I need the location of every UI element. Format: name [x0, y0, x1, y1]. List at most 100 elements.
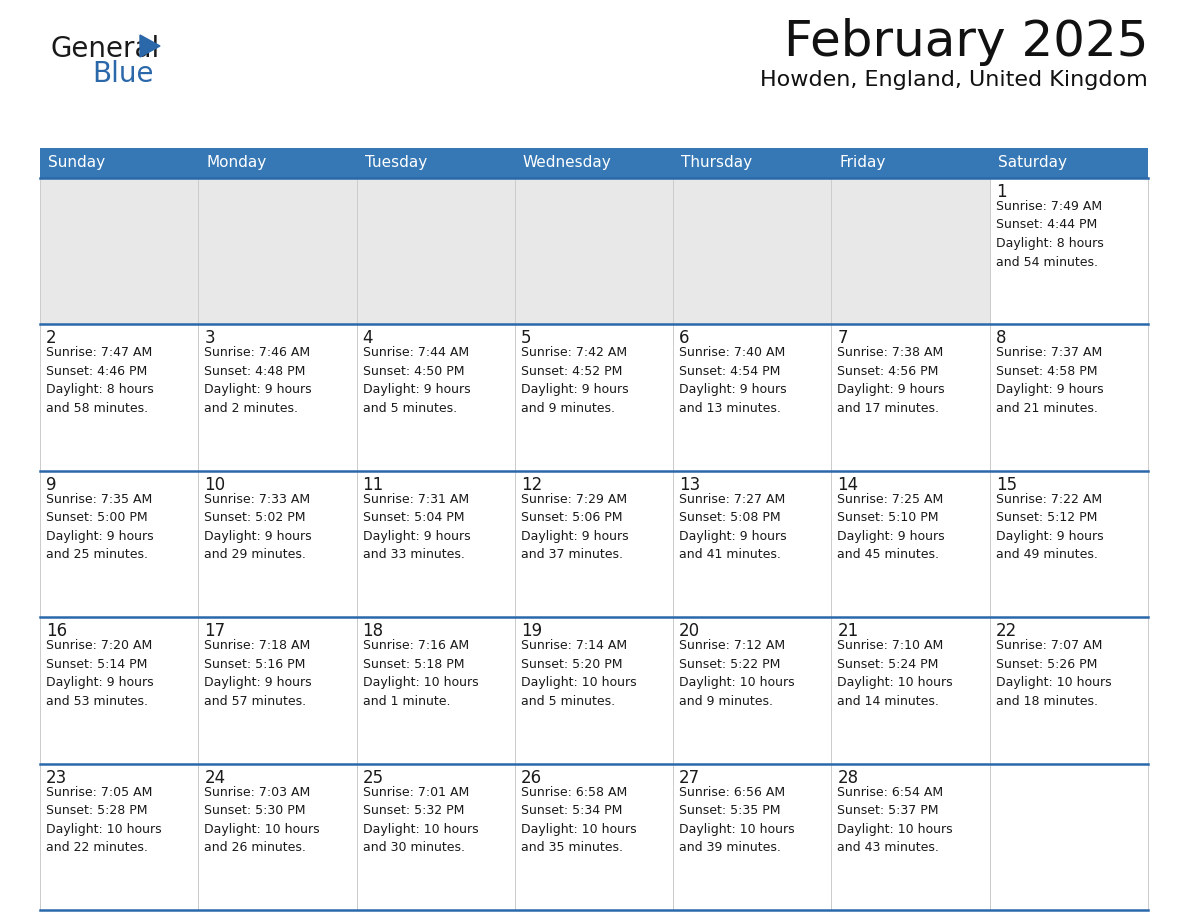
- Bar: [514, 324, 674, 471]
- Text: 1: 1: [996, 183, 1006, 201]
- Bar: [198, 178, 356, 324]
- Text: 11: 11: [362, 476, 384, 494]
- Text: Sunrise: 7:07 AM
Sunset: 5:26 PM
Daylight: 10 hours
and 18 minutes.: Sunrise: 7:07 AM Sunset: 5:26 PM Dayligh…: [996, 639, 1111, 708]
- Text: Sunrise: 7:20 AM
Sunset: 5:14 PM
Daylight: 9 hours
and 53 minutes.: Sunrise: 7:20 AM Sunset: 5:14 PM Dayligh…: [46, 639, 153, 708]
- Text: Sunrise: 7:47 AM
Sunset: 4:46 PM
Daylight: 8 hours
and 58 minutes.: Sunrise: 7:47 AM Sunset: 4:46 PM Dayligh…: [46, 346, 153, 415]
- Text: 16: 16: [46, 622, 68, 640]
- Bar: [514, 178, 674, 324]
- Bar: [990, 471, 1148, 617]
- Text: Sunrise: 7:18 AM
Sunset: 5:16 PM
Daylight: 9 hours
and 57 minutes.: Sunrise: 7:18 AM Sunset: 5:16 PM Dayligh…: [204, 639, 312, 708]
- Text: 8: 8: [996, 330, 1006, 347]
- Bar: [514, 617, 674, 764]
- Bar: [674, 324, 832, 471]
- Text: Sunrise: 7:10 AM
Sunset: 5:24 PM
Daylight: 10 hours
and 14 minutes.: Sunrise: 7:10 AM Sunset: 5:24 PM Dayligh…: [838, 639, 953, 708]
- Text: Sunrise: 7:49 AM
Sunset: 4:44 PM
Daylight: 8 hours
and 54 minutes.: Sunrise: 7:49 AM Sunset: 4:44 PM Dayligh…: [996, 200, 1104, 268]
- Bar: [40, 324, 198, 471]
- Bar: [832, 324, 990, 471]
- Text: 26: 26: [520, 768, 542, 787]
- Text: Sunrise: 7:22 AM
Sunset: 5:12 PM
Daylight: 9 hours
and 49 minutes.: Sunrise: 7:22 AM Sunset: 5:12 PM Dayligh…: [996, 493, 1104, 561]
- Text: Sunrise: 7:05 AM
Sunset: 5:28 PM
Daylight: 10 hours
and 22 minutes.: Sunrise: 7:05 AM Sunset: 5:28 PM Dayligh…: [46, 786, 162, 854]
- Text: 24: 24: [204, 768, 226, 787]
- Bar: [40, 148, 1148, 178]
- Text: Sunrise: 7:01 AM
Sunset: 5:32 PM
Daylight: 10 hours
and 30 minutes.: Sunrise: 7:01 AM Sunset: 5:32 PM Dayligh…: [362, 786, 479, 854]
- Text: 17: 17: [204, 622, 226, 640]
- Text: Sunrise: 7:33 AM
Sunset: 5:02 PM
Daylight: 9 hours
and 29 minutes.: Sunrise: 7:33 AM Sunset: 5:02 PM Dayligh…: [204, 493, 312, 561]
- Text: 6: 6: [680, 330, 690, 347]
- Bar: [40, 617, 198, 764]
- Bar: [356, 324, 514, 471]
- Text: Sunrise: 6:56 AM
Sunset: 5:35 PM
Daylight: 10 hours
and 39 minutes.: Sunrise: 6:56 AM Sunset: 5:35 PM Dayligh…: [680, 786, 795, 854]
- Bar: [40, 471, 198, 617]
- Text: 3: 3: [204, 330, 215, 347]
- Text: 22: 22: [996, 622, 1017, 640]
- Text: Friday: Friday: [840, 155, 886, 171]
- Bar: [674, 178, 832, 324]
- Text: 27: 27: [680, 768, 700, 787]
- Bar: [198, 324, 356, 471]
- Bar: [832, 617, 990, 764]
- Bar: [832, 764, 990, 910]
- Text: 19: 19: [520, 622, 542, 640]
- Text: Sunrise: 7:27 AM
Sunset: 5:08 PM
Daylight: 9 hours
and 41 minutes.: Sunrise: 7:27 AM Sunset: 5:08 PM Dayligh…: [680, 493, 786, 561]
- Bar: [990, 324, 1148, 471]
- Text: 18: 18: [362, 622, 384, 640]
- Text: Howden, England, United Kingdom: Howden, England, United Kingdom: [760, 70, 1148, 90]
- Text: Blue: Blue: [91, 60, 153, 88]
- Text: February 2025: February 2025: [784, 18, 1148, 66]
- Text: Sunrise: 6:58 AM
Sunset: 5:34 PM
Daylight: 10 hours
and 35 minutes.: Sunrise: 6:58 AM Sunset: 5:34 PM Dayligh…: [520, 786, 637, 854]
- Text: Thursday: Thursday: [681, 155, 752, 171]
- Text: Monday: Monday: [207, 155, 266, 171]
- Text: 21: 21: [838, 622, 859, 640]
- Text: 10: 10: [204, 476, 226, 494]
- Text: 2: 2: [46, 330, 57, 347]
- Bar: [198, 617, 356, 764]
- Text: Wednesday: Wednesday: [523, 155, 612, 171]
- Text: Sunrise: 7:25 AM
Sunset: 5:10 PM
Daylight: 9 hours
and 45 minutes.: Sunrise: 7:25 AM Sunset: 5:10 PM Dayligh…: [838, 493, 944, 561]
- Bar: [356, 764, 514, 910]
- Text: Sunrise: 7:44 AM
Sunset: 4:50 PM
Daylight: 9 hours
and 5 minutes.: Sunrise: 7:44 AM Sunset: 4:50 PM Dayligh…: [362, 346, 470, 415]
- Bar: [674, 471, 832, 617]
- Text: Sunrise: 7:29 AM
Sunset: 5:06 PM
Daylight: 9 hours
and 37 minutes.: Sunrise: 7:29 AM Sunset: 5:06 PM Dayligh…: [520, 493, 628, 561]
- Text: Sunrise: 7:12 AM
Sunset: 5:22 PM
Daylight: 10 hours
and 9 minutes.: Sunrise: 7:12 AM Sunset: 5:22 PM Dayligh…: [680, 639, 795, 708]
- Text: 9: 9: [46, 476, 57, 494]
- Bar: [356, 617, 514, 764]
- Bar: [514, 764, 674, 910]
- Text: 23: 23: [46, 768, 68, 787]
- Text: 25: 25: [362, 768, 384, 787]
- Text: 13: 13: [680, 476, 701, 494]
- Text: Sunrise: 7:31 AM
Sunset: 5:04 PM
Daylight: 9 hours
and 33 minutes.: Sunrise: 7:31 AM Sunset: 5:04 PM Dayligh…: [362, 493, 470, 561]
- Text: Sunday: Sunday: [48, 155, 105, 171]
- Text: 4: 4: [362, 330, 373, 347]
- Bar: [198, 764, 356, 910]
- Text: Sunrise: 7:38 AM
Sunset: 4:56 PM
Daylight: 9 hours
and 17 minutes.: Sunrise: 7:38 AM Sunset: 4:56 PM Dayligh…: [838, 346, 944, 415]
- Text: Sunrise: 7:16 AM
Sunset: 5:18 PM
Daylight: 10 hours
and 1 minute.: Sunrise: 7:16 AM Sunset: 5:18 PM Dayligh…: [362, 639, 479, 708]
- Text: Sunrise: 6:54 AM
Sunset: 5:37 PM
Daylight: 10 hours
and 43 minutes.: Sunrise: 6:54 AM Sunset: 5:37 PM Dayligh…: [838, 786, 953, 854]
- Text: Sunrise: 7:40 AM
Sunset: 4:54 PM
Daylight: 9 hours
and 13 minutes.: Sunrise: 7:40 AM Sunset: 4:54 PM Dayligh…: [680, 346, 786, 415]
- Bar: [674, 617, 832, 764]
- Text: General: General: [50, 35, 159, 63]
- Text: 14: 14: [838, 476, 859, 494]
- Bar: [40, 178, 198, 324]
- Text: Sunrise: 7:37 AM
Sunset: 4:58 PM
Daylight: 9 hours
and 21 minutes.: Sunrise: 7:37 AM Sunset: 4:58 PM Dayligh…: [996, 346, 1104, 415]
- Text: 12: 12: [520, 476, 542, 494]
- Text: 28: 28: [838, 768, 859, 787]
- Bar: [832, 471, 990, 617]
- Text: Sunrise: 7:14 AM
Sunset: 5:20 PM
Daylight: 10 hours
and 5 minutes.: Sunrise: 7:14 AM Sunset: 5:20 PM Dayligh…: [520, 639, 637, 708]
- Bar: [514, 471, 674, 617]
- Text: Sunrise: 7:46 AM
Sunset: 4:48 PM
Daylight: 9 hours
and 2 minutes.: Sunrise: 7:46 AM Sunset: 4:48 PM Dayligh…: [204, 346, 312, 415]
- Bar: [356, 178, 514, 324]
- Bar: [674, 764, 832, 910]
- Bar: [990, 178, 1148, 324]
- Bar: [198, 471, 356, 617]
- Bar: [40, 764, 198, 910]
- Text: Saturday: Saturday: [998, 155, 1067, 171]
- Bar: [356, 471, 514, 617]
- Bar: [990, 617, 1148, 764]
- Text: 5: 5: [520, 330, 531, 347]
- Text: Sunrise: 7:35 AM
Sunset: 5:00 PM
Daylight: 9 hours
and 25 minutes.: Sunrise: 7:35 AM Sunset: 5:00 PM Dayligh…: [46, 493, 153, 561]
- Text: 20: 20: [680, 622, 700, 640]
- Text: Sunrise: 7:42 AM
Sunset: 4:52 PM
Daylight: 9 hours
and 9 minutes.: Sunrise: 7:42 AM Sunset: 4:52 PM Dayligh…: [520, 346, 628, 415]
- Bar: [990, 764, 1148, 910]
- Text: 7: 7: [838, 330, 848, 347]
- Text: Sunrise: 7:03 AM
Sunset: 5:30 PM
Daylight: 10 hours
and 26 minutes.: Sunrise: 7:03 AM Sunset: 5:30 PM Dayligh…: [204, 786, 320, 854]
